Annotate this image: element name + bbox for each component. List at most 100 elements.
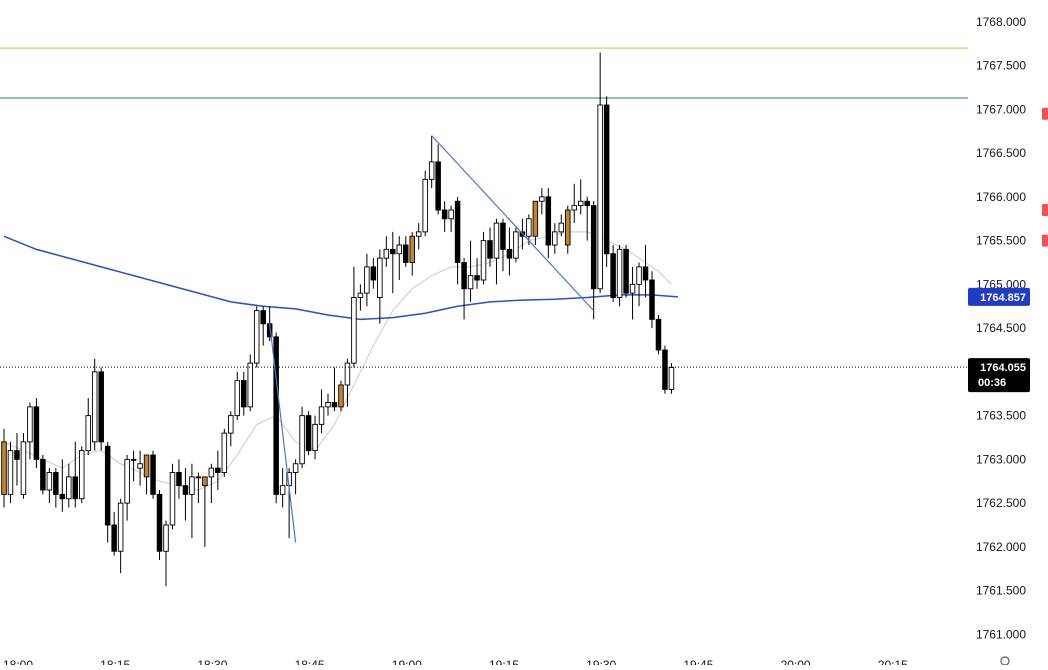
candle [59,459,66,512]
candle [124,455,130,521]
candle-body [59,493,66,500]
candle-body [577,200,584,207]
price-tick-label: 1765.000 [976,277,1026,291]
candle-body [370,266,377,281]
candle-body [357,292,364,298]
candle [403,236,409,267]
price-tick-label: 1763.500 [976,409,1026,423]
candle-body [117,502,124,552]
candle-body [526,218,532,237]
time-tick-label: 19:30 [586,658,616,665]
candle-body [603,104,610,255]
candle-body [33,406,40,460]
price-tick-label: 1766.000 [976,190,1026,204]
candle-body [590,205,597,290]
candle [668,363,675,394]
candle [137,450,143,486]
candle [590,201,597,320]
moving-averages [3,231,678,491]
candle-body [364,266,370,294]
candle [234,371,241,420]
candle-body [208,467,215,478]
price-tick-label: 1764.500 [976,321,1026,335]
candle [312,415,318,460]
candle-body [506,248,513,259]
candle [454,196,461,285]
candle [208,463,215,504]
candle [487,227,493,267]
candle-body [636,266,642,285]
candle [305,411,312,455]
candle-body [91,371,98,443]
candle-body [532,200,539,237]
price-tick-label: 1761.000 [976,627,1026,641]
candle [422,170,428,237]
candle [117,498,124,574]
candle-body [292,463,299,473]
candle-body [7,450,14,495]
candle-body [228,415,234,434]
candle [616,245,623,307]
price-axis-panel[interactable] [968,0,1048,665]
candle-body [668,367,675,390]
candle [273,332,279,504]
candle [111,511,117,556]
current-price-tag-label: 1764.055 [980,362,1026,374]
candle-body [448,209,454,220]
candle-body [150,454,156,495]
candle-body [344,362,351,386]
candle [7,441,14,504]
candle-body [571,205,577,211]
candle [182,468,189,521]
candle-body [655,318,662,351]
price-tick-label: 1768.000 [976,15,1026,29]
time-tick-label: 20:00 [781,658,811,665]
candle [85,398,91,455]
candle [649,271,655,329]
candle [610,245,616,302]
candle-body [137,463,143,469]
candle-body [377,257,383,298]
candle-body [584,200,590,207]
candle-body [390,248,396,255]
price-tick-label: 1762.000 [976,540,1026,554]
candle-body [552,231,558,246]
candle-body [14,450,20,460]
candle [597,52,603,294]
candle [532,200,539,245]
candle [279,468,286,508]
candle-body [111,524,117,552]
candle-body [189,476,195,495]
candle-body [513,231,519,259]
price-tick-label: 1763.000 [976,452,1026,466]
candle [150,450,156,499]
candle-body [234,380,241,417]
candle-body [124,458,130,504]
candle [351,266,357,368]
trendlines [269,135,595,543]
candle-body [422,178,428,233]
candle-body [487,240,493,259]
candles [1,52,675,587]
candle [558,214,565,237]
candle [169,463,176,530]
candle-body [182,485,189,495]
candle-body [441,209,448,220]
candle [33,398,40,469]
candle [539,188,545,215]
candle-body [409,235,415,263]
price-tick-label: 1767.500 [976,59,1026,73]
time-tick-label: 18:30 [197,658,227,665]
alert-marker [1042,107,1048,120]
candle [228,411,234,447]
candle [500,218,506,272]
candle [493,218,500,285]
candle-body [318,406,325,425]
candle [40,455,46,495]
candle-body [565,209,571,246]
candle [241,371,247,416]
candle [104,441,111,543]
candle [253,306,260,368]
